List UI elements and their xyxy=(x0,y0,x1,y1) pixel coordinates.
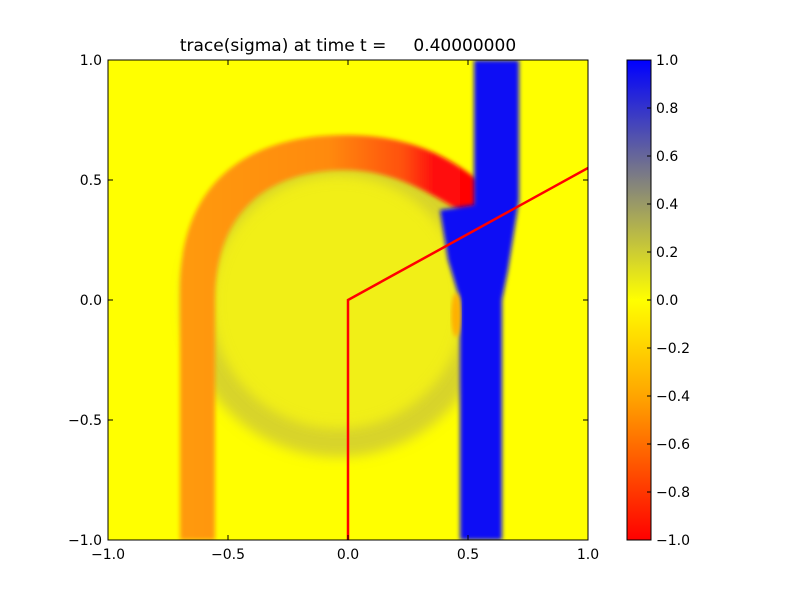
colorbar-tick-label: −0.8 xyxy=(656,485,690,501)
heatmap-blue-band xyxy=(440,60,519,540)
colorbar-tick-label: −0.6 xyxy=(656,437,690,453)
heatmap-grey-disk xyxy=(213,177,463,427)
colorbar-tick-label: 0.6 xyxy=(656,149,678,165)
y-axis: −1.0 −0.5 0.0 0.5 1.0 xyxy=(68,53,588,549)
x-tick-label: 1.0 xyxy=(577,547,599,563)
y-tick-label: 0.0 xyxy=(80,293,102,309)
colorbar-tick-label: 0.0 xyxy=(656,293,678,309)
colorbar-axis: 1.0 0.8 0.6 0.4 0.2 0.0 −0.2 −0.4 −0.6 −0.8 −1.0 xyxy=(647,53,690,549)
x-tick-label: 0.5 xyxy=(457,547,479,563)
x-tick-label: 0.0 xyxy=(337,547,359,563)
heatmap-orange-spot xyxy=(451,293,461,337)
colorbar-tick-label: 1.0 xyxy=(656,53,678,69)
y-tick-label: −1.0 xyxy=(68,533,102,549)
chart-title: trace(sigma) at time t = 0.40000000 xyxy=(179,36,517,56)
overlay-line xyxy=(346,166,588,540)
colorbar-tick-label: 0.2 xyxy=(656,245,678,261)
x-tick-label: −0.5 xyxy=(211,547,245,563)
colorbar-tick-label: −0.2 xyxy=(656,341,690,357)
colorbar-tick-label: 0.8 xyxy=(656,101,678,117)
colorbar-tick-label: −1.0 xyxy=(656,533,690,549)
colorbar-tick-label: −0.4 xyxy=(656,389,690,405)
y-tick-label: 0.5 xyxy=(80,173,102,189)
colorbar-tick-label: 0.4 xyxy=(656,197,678,213)
heatmap-stress-arc xyxy=(180,135,478,540)
x-tick-label: −1.0 xyxy=(91,547,125,563)
y-tick-label: 1.0 xyxy=(80,53,102,69)
heatmap-field xyxy=(108,60,588,540)
x-axis: −1.0 −0.5 0.0 0.5 1.0 xyxy=(91,60,599,563)
y-tick-label: −0.5 xyxy=(68,413,102,429)
